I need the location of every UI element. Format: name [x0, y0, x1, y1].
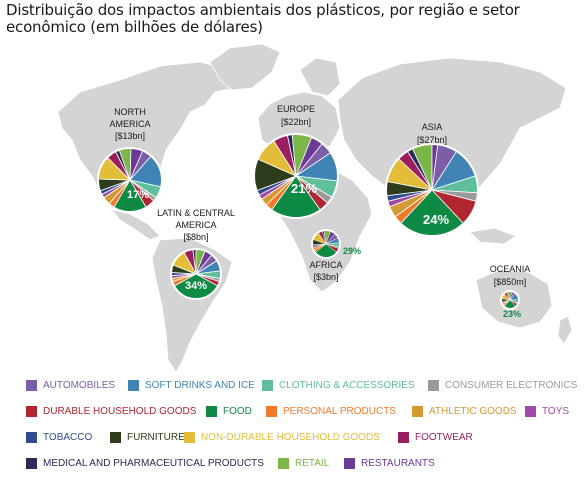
pie-outline	[311, 229, 341, 259]
legend-item-retail: RETAIL	[278, 458, 329, 469]
chart-title: Distribuição dos impactos ambientais dos…	[6, 1, 520, 36]
legend-label: FOOTWEAR	[415, 432, 473, 443]
legend-item-consumer-electronics: CONSUMER ELECTRONICS	[428, 380, 577, 391]
pie-europe	[253, 133, 339, 219]
legend-label: PERSONAL PRODUCTS	[283, 406, 396, 417]
legend-item-soft-drinks-and-ice: SOFT DRINKS AND ICE	[128, 380, 255, 391]
legend-item-athletic-goods: ATHLETIC GOODS	[412, 406, 517, 417]
legend-swatch	[26, 380, 37, 391]
food-percent-europe: 21%	[291, 181, 317, 196]
legend-swatch	[262, 380, 273, 391]
pie-outline	[500, 290, 520, 310]
legend-label: TOBACCO	[43, 432, 93, 443]
legend-label: FURNITURE	[127, 432, 185, 443]
pie-outline	[385, 143, 479, 237]
food-percent-north-america: 17%	[127, 189, 149, 201]
legend-label: RESTAURANTS	[361, 458, 435, 469]
legend-item-automobiles: AUTOMOBILES	[26, 380, 115, 391]
legend-item-restaurants: RESTAURANTS	[344, 458, 435, 469]
legend-label: RETAIL	[295, 458, 330, 469]
legend-item-footwear: FOOTWEAR	[398, 432, 473, 443]
pie-outline	[253, 133, 339, 219]
legend-item-clothing-accessories: CLOTHING & ACCESSORIES	[262, 380, 415, 391]
pie-asia	[385, 143, 479, 237]
scandinavia-landmass	[299, 57, 341, 97]
region-value-europe: [$22bn]	[281, 117, 311, 127]
legend-label: MEDICAL AND PHARMACEUTICAL PRODUCTS	[43, 458, 264, 469]
central-america-landmass	[110, 209, 161, 241]
legend-swatch	[26, 432, 37, 443]
pie-north-america	[97, 147, 163, 213]
legend-item-tobacco: TOBACCO	[26, 432, 92, 443]
legend-label: DURABLE HOUSEHOLD GOODS	[43, 406, 197, 417]
pie-outline	[170, 248, 222, 300]
legend-item-food: FOOD	[206, 406, 252, 417]
legend-label: CLOTHING & ACCESSORIES	[279, 380, 415, 391]
region-value-asia: [$27bn]	[417, 135, 447, 145]
legend-item-personal-products: PERSONAL PRODUCTS	[266, 406, 396, 417]
legend-swatch	[206, 406, 217, 417]
food-percent-latin-central-america: 34%	[185, 280, 207, 292]
food-percent-asia: 24%	[423, 212, 449, 227]
legend-swatch	[266, 406, 277, 417]
region-pies	[97, 133, 520, 310]
food-percent-oceania: 23%	[503, 309, 521, 319]
legend-label: NON-DURABLE HOUSEHOLD GOODS	[201, 432, 380, 443]
legend-swatch	[344, 458, 355, 469]
food-percent-africa: 29%	[343, 246, 361, 256]
legend-swatch	[412, 406, 423, 417]
legend-label: CONSUMER ELECTRONICS	[445, 380, 578, 391]
legend-swatch	[398, 432, 409, 443]
greenland-landmass	[209, 43, 281, 91]
region-name-asia: ASIA	[422, 122, 443, 132]
legend-item-non-durable-household-goods: NON-DURABLE HOUSEHOLD GOODS	[184, 432, 380, 443]
new-zealand-landmass	[557, 315, 573, 345]
legend-swatch	[128, 380, 139, 391]
region-labels: NORTH AMERICA [$13bn] 17% EUROPE [$22bn] 21% LA…	[109, 104, 530, 319]
legend-item-furniture: FURNITURE	[110, 432, 185, 443]
pie-africa	[311, 229, 341, 259]
legend-label: ATHLETIC GOODS	[429, 406, 517, 417]
region-name-africa: AFRICA	[309, 260, 342, 270]
region-value-africa: [$3bn]	[313, 272, 338, 282]
legend-swatch	[26, 406, 37, 417]
region-value-oceania: [$850m]	[494, 277, 527, 287]
legend-item-durable-household-goods: DURABLE HOUSEHOLD GOODS	[26, 406, 196, 417]
legend-label: FOOD	[223, 406, 252, 417]
pie-outline	[97, 147, 163, 213]
southeast-asia-islands	[469, 227, 517, 245]
legend-label: TOYS	[542, 406, 570, 417]
legend-swatch	[278, 458, 289, 469]
legend-swatch	[26, 458, 37, 469]
legend-swatch	[184, 432, 195, 443]
legend-item-toys: TOYS	[525, 406, 569, 417]
region-value-latin-central-america: [$8bn]	[183, 232, 208, 242]
region-name-oceania: OCEANIA	[490, 264, 531, 274]
region-value-north-america: [$13bn]	[115, 131, 145, 141]
pie-latin-central-america	[170, 248, 222, 300]
legend-swatch	[110, 432, 121, 443]
region-name-latin-central-america: LATIN & CENTRAL AMERICA	[157, 208, 235, 230]
legend-swatch	[428, 380, 439, 391]
legend-label: AUTOMOBILES	[43, 380, 116, 391]
legend-label: SOFT DRINKS AND ICE	[145, 380, 255, 391]
pie-oceania	[500, 290, 520, 310]
region-name-north-america: NORTH AMERICA	[109, 107, 150, 129]
legend-item-medical-and-pharmaceutical-products: MEDICAL AND PHARMACEUTICAL PRODUCTS	[26, 458, 264, 469]
region-name-europe: EUROPE	[277, 104, 315, 114]
legend-swatch	[525, 406, 536, 417]
